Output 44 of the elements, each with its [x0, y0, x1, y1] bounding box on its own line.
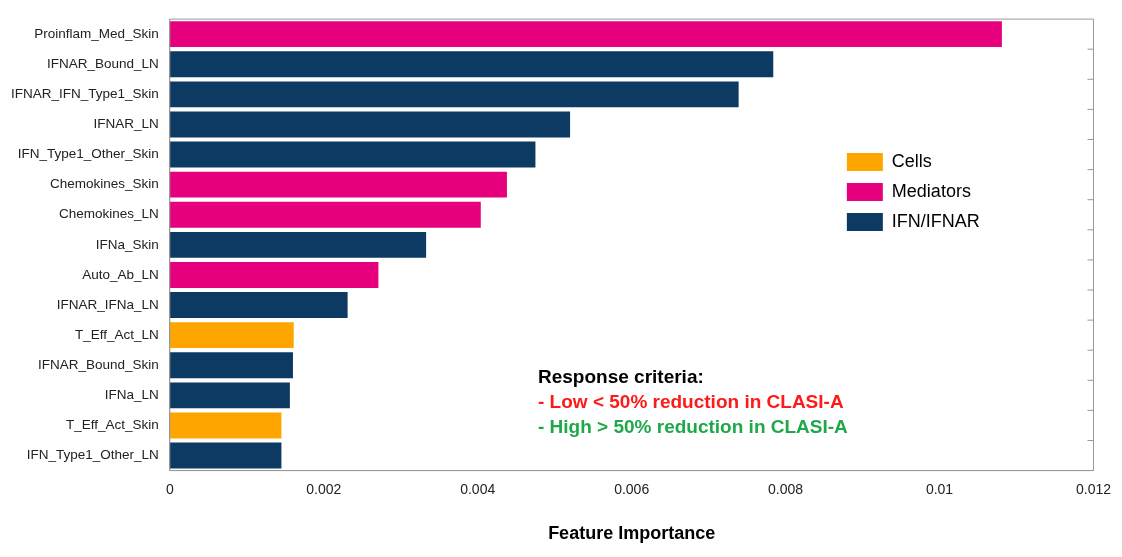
bar: [169, 412, 282, 439]
y-tick-label: IFNAR_IFN_Type1_Skin: [11, 86, 159, 102]
annotation: - Low < 50% reduction in CLASI-A: [538, 390, 845, 414]
y-tick-label: IFNa_LN: [104, 387, 159, 403]
bar: [169, 81, 739, 108]
legend-label: Cells: [891, 150, 932, 171]
annotation: Response criteria:: [538, 365, 705, 389]
x-axis-title: Feature Importance: [548, 523, 716, 544]
y-tick-label: T_Eff_Act_Skin: [66, 417, 159, 433]
x-tick-label: 0.006: [614, 480, 650, 497]
bar: [169, 51, 774, 78]
y-tick-label: IFNAR_Bound_Skin: [37, 356, 159, 372]
y-tick-label: Auto_Ab_LN: [82, 266, 159, 282]
bar: [169, 292, 348, 318]
y-tick-label: Chemokines_LN: [59, 206, 159, 222]
x-tick-label: 0.004: [460, 480, 496, 497]
bar: [169, 141, 536, 168]
y-tick-label: T_Eff_Act_LN: [75, 326, 159, 342]
x-tick-label: 0.002: [306, 480, 342, 497]
x-tick-label: 0.008: [768, 480, 804, 497]
bar: [169, 201, 481, 228]
legend-label: Mediators: [891, 180, 971, 201]
y-tick-label: IFNAR_IFNa_LN: [56, 296, 159, 312]
y-tick-label: IFNAR_Bound_LN: [47, 55, 159, 71]
bar: [169, 262, 379, 288]
x-tick-label: 0: [165, 480, 174, 497]
bar: [169, 352, 293, 379]
bar: [169, 171, 507, 198]
annotation: - High > 50% reduction in CLASI-A: [538, 415, 848, 439]
y-tick-label: Chemokines_Skin: [50, 176, 159, 192]
bar: [169, 231, 427, 258]
y-tick-label: IFNa_Skin: [95, 236, 159, 252]
x-tick-label: 0.012: [1075, 480, 1112, 497]
bar: [169, 21, 1002, 48]
bar: [169, 442, 282, 469]
bar: [169, 382, 290, 409]
y-tick-label: IFN_Type1_Other_Skin: [17, 146, 159, 162]
bar: [169, 111, 571, 138]
bar: [169, 322, 294, 349]
y-tick-label: IFNAR_LN: [93, 116, 159, 132]
y-tick-label: IFN_Type1_Other_LN: [26, 447, 159, 463]
x-tick-label: 0.01: [925, 480, 954, 497]
legend-label: IFN/IFNAR: [891, 210, 980, 231]
y-tick-label: Proinflam_Med_Skin: [34, 25, 159, 41]
